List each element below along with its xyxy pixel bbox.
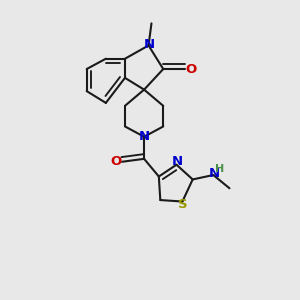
Text: N: N <box>208 167 220 180</box>
Text: H: H <box>215 164 224 174</box>
Text: N: N <box>172 155 183 168</box>
Text: O: O <box>110 155 122 168</box>
Text: O: O <box>185 62 196 76</box>
Text: N: N <box>144 38 155 50</box>
Text: S: S <box>178 198 188 211</box>
Text: N: N <box>139 130 150 143</box>
